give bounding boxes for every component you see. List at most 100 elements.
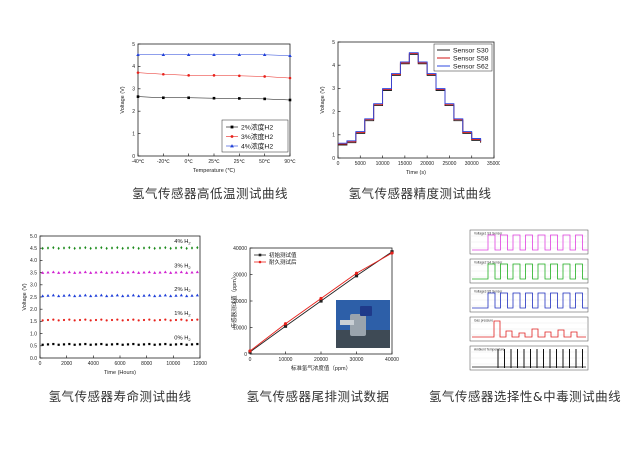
data-point: [136, 95, 140, 98]
y-tick-label: 4.5: [30, 246, 37, 252]
data-point: [169, 319, 172, 322]
y-tick-label: 1: [132, 131, 135, 137]
data-point: [41, 294, 45, 298]
data-point: [147, 293, 151, 297]
y-tick-label: 1.0: [30, 331, 37, 337]
data-point: [179, 293, 183, 297]
data-point: [153, 294, 157, 298]
data-point: [126, 246, 130, 250]
data-point: [174, 270, 178, 274]
data-point: [158, 270, 162, 274]
series-label: 3% H2: [174, 264, 191, 270]
x-tick-label: 12000: [193, 361, 207, 367]
data-point: [158, 246, 162, 250]
x-tick-label: -20℃: [157, 159, 170, 165]
data-point: [67, 293, 71, 297]
photo-pipe: [350, 314, 366, 336]
data-point: [179, 270, 183, 274]
y-tick-label: 3.5: [30, 270, 37, 276]
plot-frame: [337, 41, 495, 159]
legend-marker: [230, 125, 234, 129]
data-point: [174, 318, 178, 322]
data-point: [46, 318, 50, 322]
y-tick-label: 10000: [233, 325, 247, 331]
x-tick-label: 20000: [420, 161, 434, 167]
data-point: [89, 319, 92, 322]
data-point: [105, 271, 109, 274]
data-point: [185, 246, 188, 250]
data-point: [105, 246, 108, 250]
data-point: [148, 318, 151, 321]
x-tick-label: 10000: [279, 357, 293, 363]
data-point: [174, 343, 178, 346]
photo-bracket: [340, 320, 354, 325]
data-point: [137, 319, 140, 322]
data-point: [115, 270, 119, 274]
data-point: [126, 293, 130, 297]
data-point: [57, 343, 60, 346]
data-point: [186, 52, 191, 57]
data-point: [131, 270, 135, 274]
data-point: [62, 270, 66, 274]
y-tick-label: 2.0: [30, 307, 37, 313]
x-tick-label: 20000: [314, 357, 328, 363]
subplot-legend: Voltage2 S4 Sensor: [474, 261, 503, 265]
data-point: [185, 294, 189, 298]
data-point: [62, 246, 66, 250]
data-point: [110, 293, 114, 297]
data-point: [162, 96, 165, 100]
data-point: [110, 343, 114, 346]
data-point: [142, 293, 146, 297]
x-axis-label: Time (Hours): [104, 370, 136, 376]
y-tick-label: 30000: [233, 272, 247, 278]
data-point: [110, 318, 114, 322]
data-point: [212, 74, 216, 77]
y-tick-label: 2.5: [30, 295, 37, 301]
caption-selectivity: 氢气传感器选择性&中毒测试曲线: [428, 389, 622, 404]
data-point: [137, 246, 140, 250]
data-point: [110, 270, 114, 274]
data-point: [354, 271, 359, 275]
x-tick-label: 2000: [61, 361, 72, 367]
data-point: [105, 343, 108, 346]
data-point: [161, 52, 166, 57]
data-point: [142, 343, 146, 346]
x-tick-label: 25℃: [234, 159, 246, 165]
data-point: [137, 271, 141, 274]
data-point: [190, 318, 194, 322]
chart-selectivity: Voltage1 S3 Sensor Voltage2 S4 Sensor Volt…: [469, 229, 589, 371]
data-point: [121, 343, 124, 346]
data-point: [238, 97, 241, 100]
data-point: [163, 270, 167, 274]
data-point: [190, 293, 194, 297]
data-point: [94, 246, 98, 250]
data-point: [153, 343, 156, 346]
y-tick-label: 3.0: [30, 283, 37, 289]
data-point: [288, 53, 292, 57]
data-point: [46, 343, 50, 346]
data-point: [73, 246, 76, 250]
data-point: [132, 342, 135, 346]
data-point: [62, 343, 66, 346]
data-point: [169, 246, 172, 250]
data-point: [84, 318, 87, 321]
data-point: [263, 75, 266, 78]
legend-label: Sensor S30: [453, 48, 489, 55]
data-point: [94, 318, 98, 322]
data-point: [187, 96, 190, 100]
data-point: [187, 74, 190, 77]
data-point: [185, 271, 189, 274]
data-point: [73, 343, 76, 346]
data-point: [238, 74, 241, 78]
x-tick-label: 90℃: [284, 159, 296, 165]
y-axis-label: 传感器测试值（ppm）: [230, 274, 238, 329]
data-point: [196, 246, 199, 250]
data-point: [68, 246, 71, 250]
data-point: [89, 294, 93, 298]
y-tick-label: 3: [132, 87, 135, 93]
y-tick-label: 1.5: [30, 319, 37, 325]
data-point: [190, 270, 194, 274]
data-point: [148, 342, 151, 346]
subplot-legend: Voltage3 S5 Sensor: [474, 290, 503, 294]
data-point: [137, 343, 140, 346]
